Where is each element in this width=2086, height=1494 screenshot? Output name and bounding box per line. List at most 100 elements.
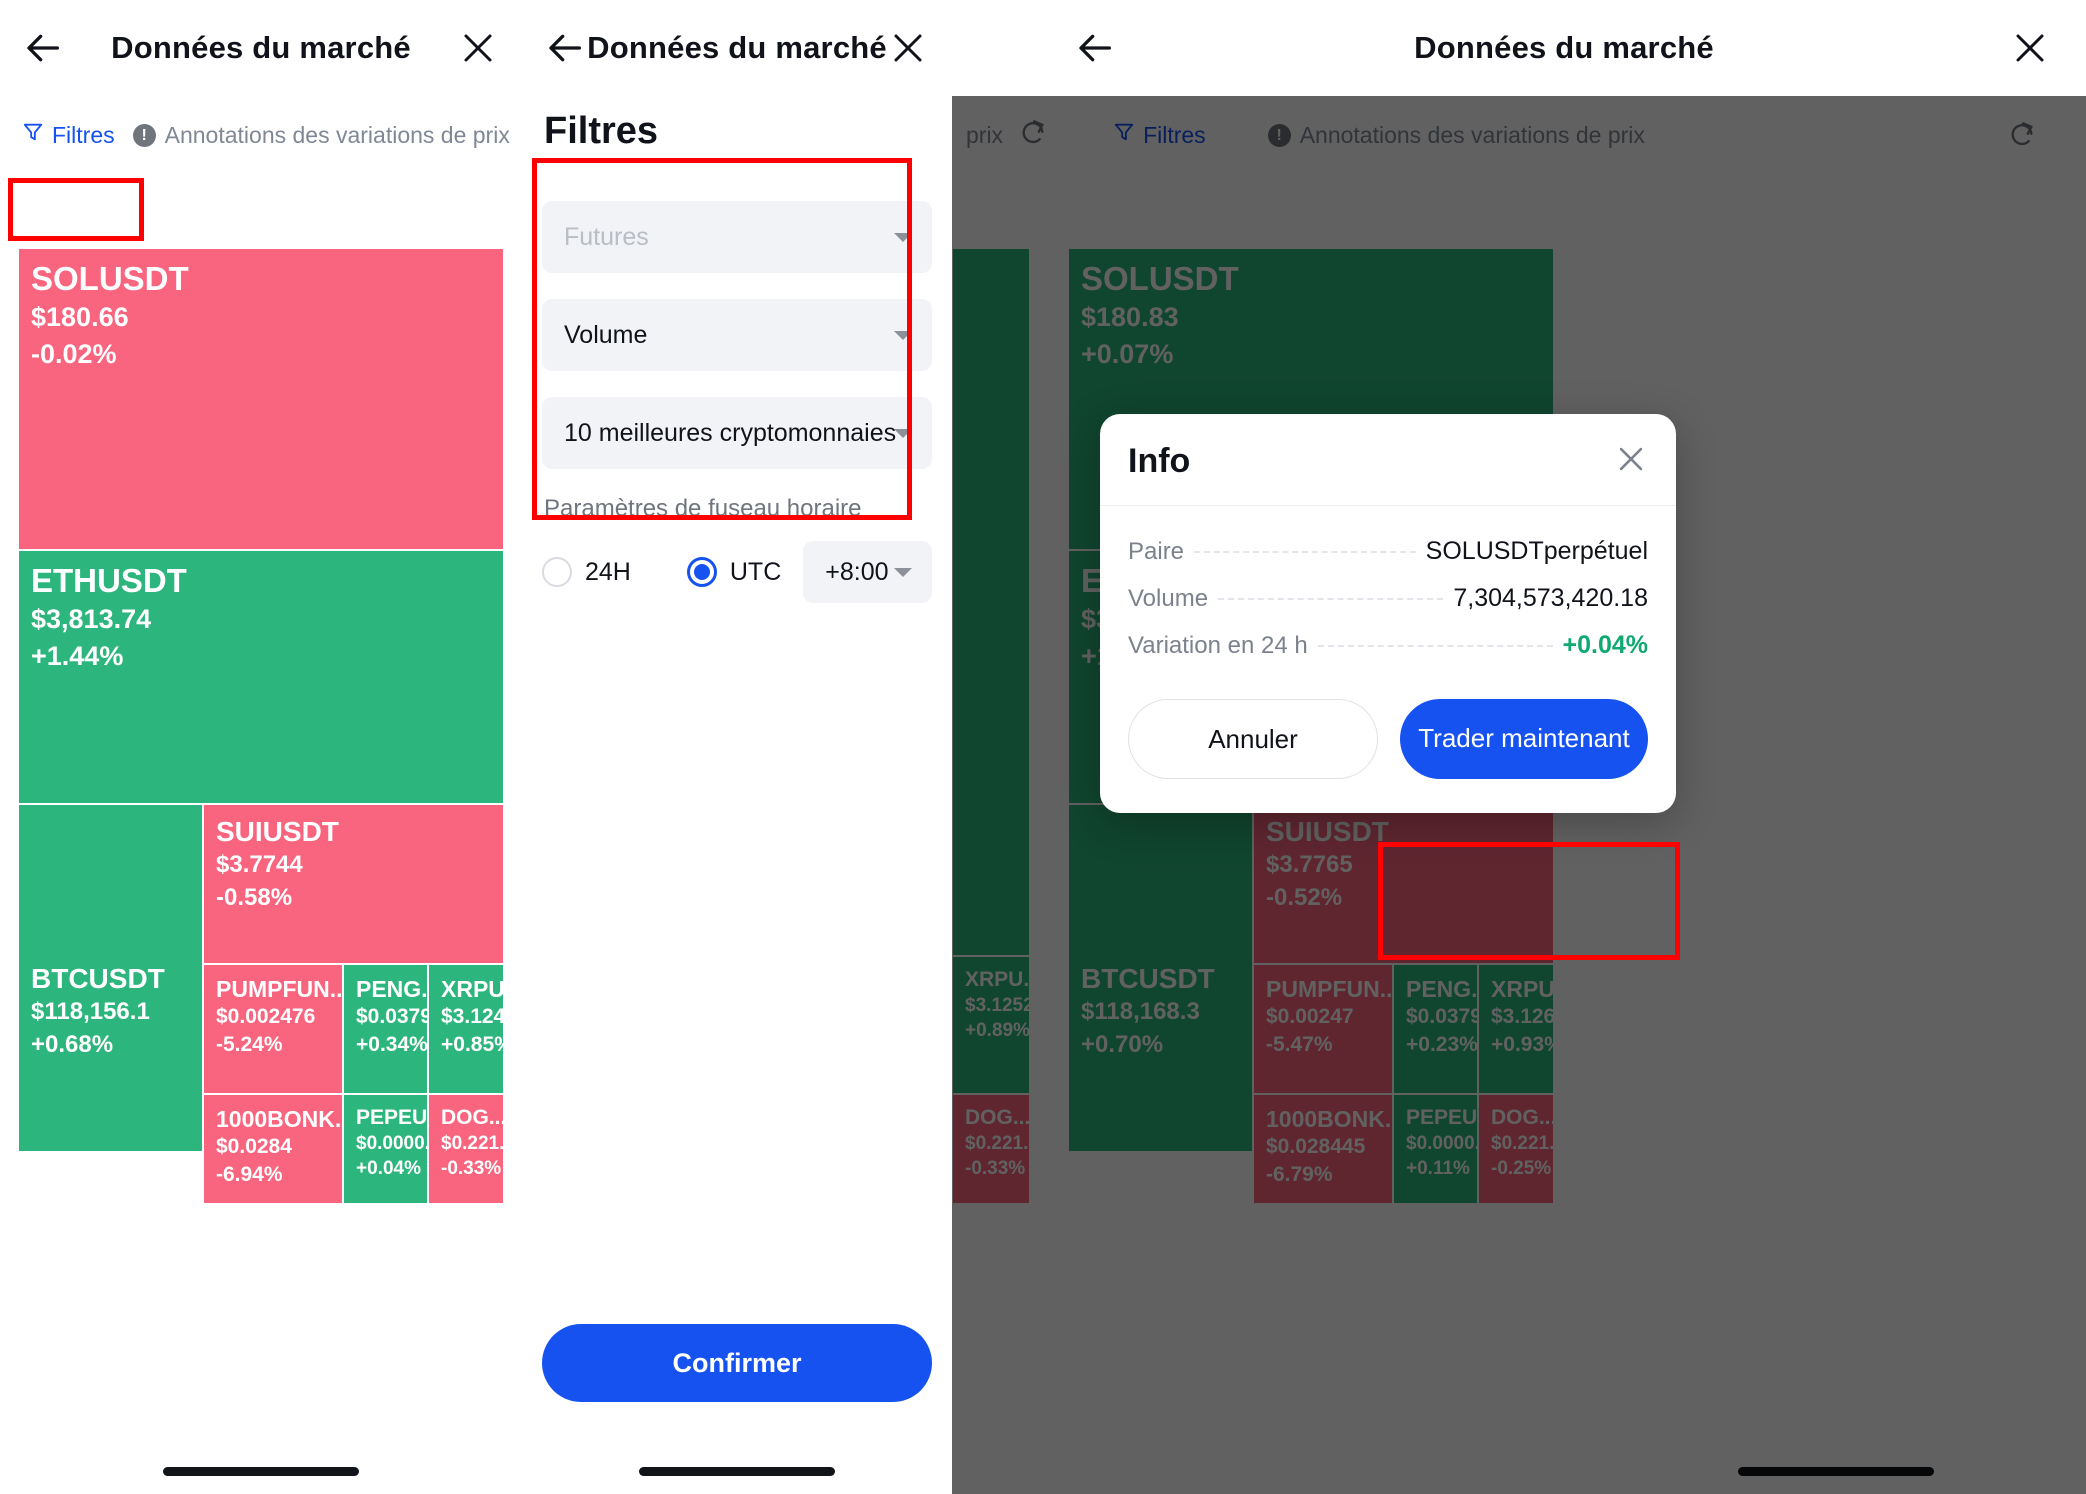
treemap-cell[interactable]: ETHUSDT $3,813.74 +1.44% [18, 550, 504, 804]
market-type-select[interactable]: Futures [542, 201, 932, 273]
refresh-icon[interactable] [2008, 121, 2036, 149]
utc-offset-select[interactable]: +8:00 [803, 541, 932, 603]
home-indicator [1738, 1467, 1934, 1476]
cell-price: $0.002476 [216, 1005, 316, 1029]
radio-utc-label: UTC [729, 557, 782, 586]
cell-price: $3.7765 [1266, 851, 1353, 879]
back-icon[interactable] [16, 20, 72, 76]
cell-price: $118,168.3 [1081, 998, 1200, 1026]
treemap-cell[interactable] [952, 248, 1030, 956]
cell-symbol: DOG... [441, 1106, 504, 1129]
treemap-cell[interactable]: DOG... $0.221... -0.33% [428, 1094, 504, 1204]
treemap-cell[interactable]: PEPEU... $0.0000... +0.11% [1393, 1094, 1478, 1204]
trade-now-button[interactable]: Trader maintenant [1400, 699, 1648, 779]
cell-price: $0.0000... [1406, 1132, 1477, 1154]
cell-change: -6.94% [216, 1163, 283, 1187]
cell-change: +0.68% [31, 1030, 114, 1058]
treemap-cell[interactable]: PENG... $0.03797 +0.34% [343, 964, 428, 1094]
funnel-icon [1113, 121, 1135, 149]
treemap-cell[interactable]: SUIUSDT $3.7744 -0.58% [203, 804, 504, 964]
cell-price: $0.00247 [1266, 1005, 1354, 1029]
back-icon[interactable] [1068, 20, 1124, 76]
cell-price: $0.03797 [356, 1005, 427, 1029]
exclamation-circle-icon: ! [1267, 123, 1291, 147]
treemap-cell[interactable]: XRPU... $3.1267 +0.93% [1478, 964, 1554, 1094]
cell-price: $3.1267 [1491, 1005, 1553, 1029]
cell-symbol: SOLUSDT [1081, 260, 1239, 297]
treemap-cell[interactable]: DOG... $0.221... -0.25% [1478, 1094, 1554, 1204]
confirm-button[interactable]: Confirmer [542, 1324, 932, 1402]
sort-by-select[interactable]: Volume [542, 299, 932, 371]
treemap-cell[interactable]: 1000BONK... $0.0284 -6.94% [203, 1094, 343, 1204]
cell-symbol: 1000BONK... [216, 1106, 343, 1132]
annotations-note[interactable]: ! Annotations des variations de prix [132, 122, 510, 149]
cell-change: -5.24% [216, 1033, 283, 1057]
info-row: Variation en 24 h +0.04% [1128, 622, 1648, 669]
cancel-button[interactable]: Annuler [1128, 699, 1378, 779]
back-icon[interactable] [538, 20, 594, 76]
cell-price: $0.221... [1491, 1132, 1554, 1154]
sort-by-value: Volume [564, 320, 648, 349]
cell-change: +0.11% [1406, 1158, 1470, 1180]
radio-utc[interactable]: UTC [686, 557, 782, 587]
treemap-cell[interactable]: BTCUSDT $118,156.1 +0.68% [18, 804, 203, 1152]
close-icon[interactable] [450, 20, 506, 76]
confirm-area: Confirmer [542, 1324, 932, 1402]
close-icon[interactable] [1614, 442, 1648, 481]
filters-button[interactable]: Filtres [22, 121, 115, 149]
cell-price: $3.1252 [965, 994, 1030, 1016]
info-row: Paire SOLUSDTperpétuel [1128, 528, 1648, 575]
refresh-icon[interactable] [1019, 119, 1047, 152]
treemap-cell[interactable]: XRPU... $3.1252 +0.89% [952, 956, 1030, 1094]
cell-price: $0.221... [441, 1132, 504, 1154]
cell-change: -0.25% [1491, 1158, 1552, 1180]
toolbar: Filtres ! Annotations des variations de … [0, 96, 522, 174]
radio-24h-label: 24H [585, 557, 631, 586]
cell-price: $0.0000... [356, 1132, 427, 1154]
cell-price: $0.028445 [1266, 1135, 1366, 1159]
cell-change: +0.04% [356, 1158, 421, 1180]
annotations-label: Annotations des variations de prix [1299, 121, 1645, 148]
cell-change: -6.79% [1266, 1163, 1333, 1187]
top-n-select[interactable]: 10 meilleures cryptomonnaies [542, 397, 932, 469]
treemap-cell[interactable]: PEPEU... $0.0000... +0.04% [343, 1094, 428, 1204]
cell-change: +0.85% [441, 1033, 503, 1057]
cell-symbol: DOG... [1491, 1106, 1554, 1129]
cell-symbol: PENG... [1406, 976, 1478, 1002]
treemap-cell[interactable]: PUMPFUN... $0.002476 -5.24% [203, 964, 343, 1094]
cell-symbol: 1000BONK... [1266, 1106, 1393, 1132]
treemap-cell[interactable]: DOG... $0.221... -0.33% [952, 1094, 1030, 1204]
cell-price: $180.83 [1081, 302, 1179, 333]
close-icon[interactable] [2002, 20, 2058, 76]
panel-filters: Données du marché Filtres Futures Volume… [522, 0, 952, 1494]
chevron-down-icon [894, 567, 912, 577]
cell-symbol: PEPEU... [356, 1106, 428, 1129]
treemap-cell[interactable]: 1000BONK... $0.028445 -6.79% [1253, 1094, 1393, 1204]
treemap-cell[interactable]: BTCUSDT $118,168.3 +0.70% [1068, 804, 1253, 1152]
annotations-note[interactable]: ! Annotations des variations de prix [1267, 121, 1645, 149]
cell-change: -0.33% [965, 1158, 1026, 1180]
close-icon[interactable] [880, 20, 936, 76]
timezone-section-label: Paramètres de fuseau horaire [544, 495, 862, 522]
radio-circle-icon [542, 557, 572, 587]
treemap-cell[interactable]: SOLUSDT $180.66 -0.02% [18, 248, 504, 550]
exclamation-circle-icon: ! [132, 123, 156, 147]
treemap-cell[interactable]: XRPU... $3.124 +0.85% [428, 964, 504, 1094]
info-key: Variation en 24 h [1128, 632, 1308, 659]
treemap-cell[interactable]: PUMPFUN... $0.00247 -5.47% [1253, 964, 1393, 1094]
info-row: Volume 7,304,573,420.18 [1128, 575, 1648, 622]
treemap-cell[interactable]: SUIUSDT $3.7765 -0.52% [1253, 804, 1554, 964]
cell-change: -0.02% [31, 338, 117, 369]
dialog-body: Paire SOLUSDTperpétuel Volume 7,304,573,… [1100, 506, 1676, 679]
home-indicator [639, 1467, 835, 1476]
info-dialog: Info Paire SOLUSDTperpétuel Volume 7,304… [1100, 414, 1676, 813]
cell-symbol: PEPEU... [1406, 1106, 1478, 1129]
filters-sheet-title: Filtres [544, 110, 659, 152]
filters-button[interactable]: Filtres [1113, 121, 1206, 149]
treemap-cell[interactable]: PENG... $0.03793 +0.23% [1393, 964, 1478, 1094]
radio-24h[interactable]: 24H [542, 557, 631, 587]
page-title: Données du marché [111, 30, 411, 65]
cell-symbol: PUMPFUN... [1266, 976, 1393, 1002]
cell-symbol: XRPU... [965, 968, 1030, 991]
